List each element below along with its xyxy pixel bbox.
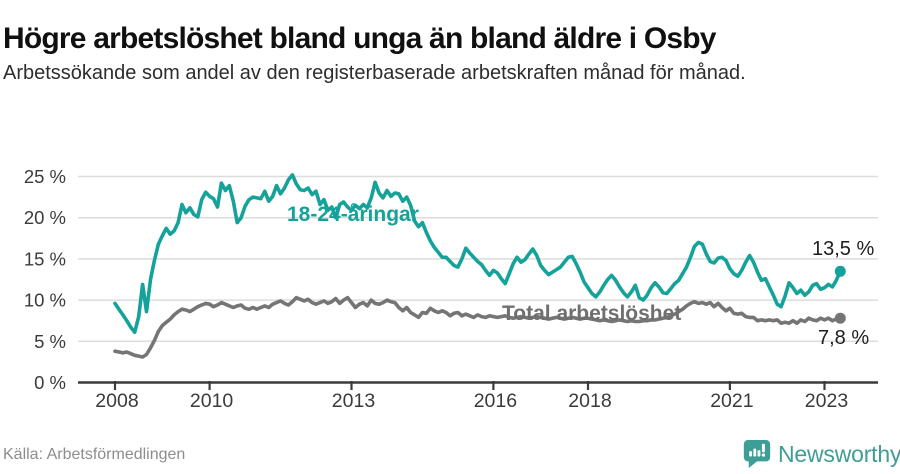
- x-axis-tick-label: 2013: [332, 390, 375, 412]
- newsworthy-logo-icon: [743, 440, 771, 468]
- brand-name: Newsworthy: [778, 440, 900, 467]
- x-axis-tick-label: 2018: [568, 390, 611, 412]
- x-axis-tick-label: 2021: [710, 390, 753, 412]
- x-axis-tick-label: 2016: [474, 390, 517, 412]
- series-label-youth: 18-24-åringar: [287, 203, 419, 226]
- y-axis-tick-label: 15 %: [24, 248, 66, 269]
- end-value-label-total: 7,8 %: [818, 327, 870, 349]
- end-value-label-youth: 13,5 %: [812, 238, 875, 260]
- series-line-total: [113, 295, 843, 359]
- y-axis-tick-label: 20 %: [24, 207, 66, 228]
- x-axis-tick-label: 2010: [190, 390, 234, 412]
- series-line-youth: [113, 173, 843, 335]
- brand-logo: Newsworthy: [743, 439, 900, 469]
- series-end-dot-youth: [834, 265, 846, 277]
- y-axis-tick-label: 10 %: [24, 290, 66, 311]
- x-axis-tick-label: 2023: [805, 390, 848, 412]
- series-label-total: Total arbetslöshet: [502, 302, 682, 325]
- source-attribution: Källa: Arbetsförmedlingen: [3, 446, 186, 463]
- x-axis-tick-label: 2008: [95, 390, 138, 412]
- page-title: Högre arbetslöshet bland unga än bland ä…: [3, 22, 716, 56]
- y-axis-tick-label: 25 %: [24, 166, 66, 187]
- page-subtitle: Arbetssökande som andel av den registerb…: [3, 62, 746, 84]
- y-axis-tick-label: 0 %: [34, 372, 66, 393]
- y-axis-tick-label: 5 %: [34, 331, 66, 352]
- series-end-dot-total: [834, 312, 846, 324]
